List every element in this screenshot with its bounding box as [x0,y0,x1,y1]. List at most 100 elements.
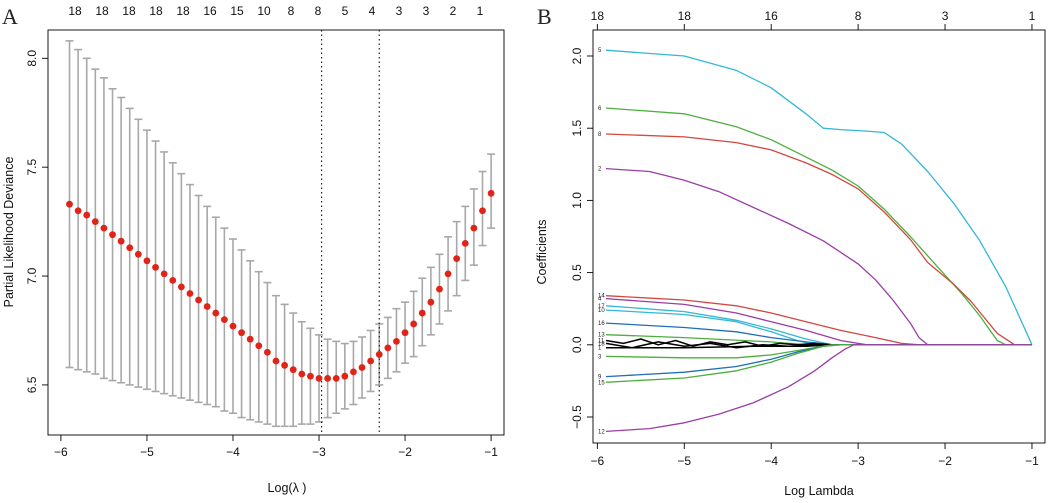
cv-point [436,285,443,293]
panel-a-label: A [2,4,18,29]
coef-path-label: 1 [598,346,602,352]
coef-path-8 [605,133,1032,346]
panel-a-y-axis: 6.5 7.0 7.5 8.0 [25,50,48,393]
y-tick-label: 0.5 [570,264,584,281]
cv-point [74,207,82,215]
cv-point [393,337,400,345]
coef-path-label: 15 [598,380,605,386]
cv-point [453,255,461,263]
y-tick-label: 7.5 [25,159,39,176]
panel-a-x-axis-title: Log(λ ) [268,481,307,495]
top-tick-label: 15 [230,4,244,18]
panel-b-coefficient-paths [605,49,1033,433]
cv-point [461,239,469,247]
coef-path-label: 17 [598,304,605,310]
x-tick-label: −3 [312,445,326,459]
y-tick-label: 1.5 [570,120,584,137]
top-tick-label: 8 [315,4,322,18]
x-tick-label: −6 [54,445,68,459]
x-tick-label: −4 [226,445,240,459]
cv-point [410,320,418,328]
x-tick-label: −2 [938,454,952,468]
top-tick-label: 18 [176,4,190,18]
panel-b-y-axis: −0.5 0.0 0.5 1.0 1.5 2.0 [570,47,593,429]
coef-path-label: 18 [598,341,605,347]
top-tick-label: 18 [591,9,605,23]
panel-b-x-axis-title: Log Lambda [784,484,854,498]
coef-path-label: 16 [598,321,605,327]
cv-point [418,309,426,317]
cv-point [66,200,73,208]
cv-point [160,270,168,278]
cv-point [246,335,254,343]
coef-path-label: 13 [598,333,605,339]
coef-path-9 [605,344,1032,378]
coef-path-4 [605,297,1032,346]
panel-a-y-axis-title: Partial Likelihood Deviance [2,157,16,308]
cv-point [177,283,185,291]
cv-point [375,351,383,358]
panel-a-plot-frame [47,29,505,436]
top-tick-label: 16 [203,4,217,18]
coef-path-label: 4 [598,297,602,303]
cv-point [358,364,366,371]
cv-point [289,366,297,374]
x-tick-label: −1 [484,445,498,459]
coef-path-label: 6 [598,106,602,112]
top-tick-label: 1 [1029,9,1036,23]
cv-point [238,329,245,337]
cv-point [384,344,392,352]
coef-path-15 [605,344,1032,383]
cv-point [263,348,271,356]
y-tick-label: 7.0 [25,267,39,284]
top-tick-label: 18 [122,4,136,18]
cv-point [203,303,211,310]
panel-b-top-axis: 18 18 16 8 3 1 [591,9,1036,30]
coef-path-3 [605,344,1032,359]
x-tick-label: −3 [851,454,865,468]
top-tick-label: 16 [765,9,779,23]
cv-point [152,263,159,271]
x-tick-label: −6 [591,454,605,468]
panel-a-points [66,189,495,382]
cv-point [117,237,125,245]
coef-path-10 [605,309,1032,346]
cv-point [212,309,220,317]
cv-point [427,298,435,306]
x-tick-label: −5 [677,454,691,468]
panel-b-plot-frame [592,29,1046,444]
coef-path-11 [605,338,1032,347]
panel-b-x-axis: −6 −5 −4 −3 −2 −1 [591,443,1039,468]
top-tick-label: 18 [149,4,163,18]
cv-point [134,250,142,258]
coef-path-label: 3 [598,354,602,360]
x-tick-label: −2 [398,445,412,459]
top-tick-label: 1 [477,4,484,18]
top-tick-label: 2 [450,4,457,18]
coef-path-label: 2 [598,167,602,173]
top-tick-label: 8 [855,9,862,23]
top-tick-label: 3 [942,9,949,23]
x-tick-label: −5 [140,445,154,459]
cv-point [367,357,375,365]
cv-point [83,211,91,219]
cv-point [186,290,194,297]
panel-a-top-axis: 18 18 18 18 18 16 15 10 8 8 5 4 3 3 2 1 [68,4,483,18]
cv-point [307,372,314,380]
panel-a: A −6 −5 −4 −3 −2 −1 6.57.07.58.0 18 18 18 18 18 16… [2,4,505,495]
cv-point [315,374,323,382]
coef-path-label: 10 [598,308,605,314]
cv-point [255,342,263,350]
coef-path-label: 5 [598,48,602,54]
cv-point [470,224,478,232]
cv-point [91,218,99,226]
coef-path-label: 9 [598,375,602,381]
cv-point [281,361,289,369]
coef-path-5 [605,49,1033,346]
cv-point [350,368,357,376]
top-tick-label: 10 [257,4,271,18]
panel-a-error-bars [65,40,496,428]
cv-point [332,374,340,382]
top-tick-label: 18 [95,4,109,18]
